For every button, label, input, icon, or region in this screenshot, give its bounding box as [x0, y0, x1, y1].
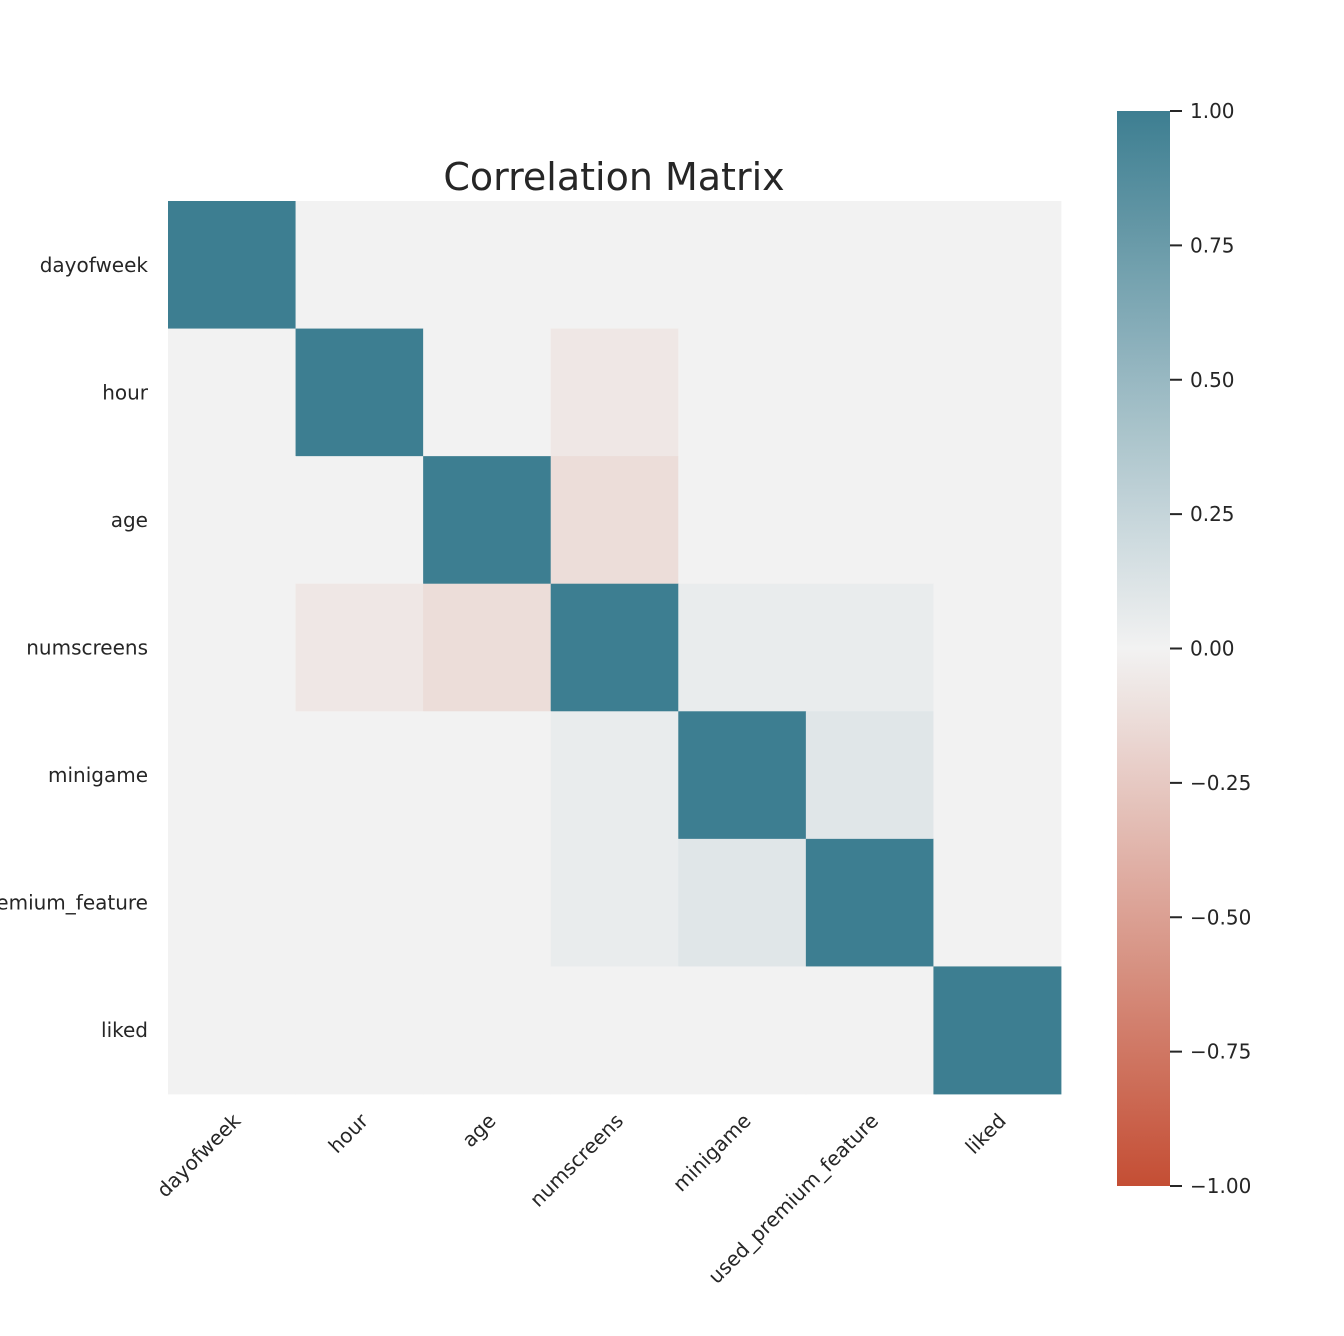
heatmap-cell-hour-hour	[295, 328, 424, 457]
heatmap-cell-liked-minigame	[678, 966, 807, 1095]
heatmap-cell-numscreens-hour	[295, 583, 424, 712]
heatmap-cell-numscreens-age	[423, 583, 552, 712]
heatmap-cell-hour-numscreens	[550, 328, 679, 457]
heatmap-cell-liked-numscreens	[550, 966, 679, 1095]
colorbar-tick-label: −0.50	[1190, 905, 1251, 929]
heatmap-cell-minigame-used_premium_feature	[805, 711, 934, 840]
heatmap-cell-minigame-minigame	[678, 711, 807, 840]
heatmap-cell-hour-minigame	[678, 328, 807, 457]
heatmap-cell-dayofweek-dayofweek	[168, 201, 296, 329]
chart-title: Correlation Matrix	[443, 155, 784, 199]
heatmap-cell-liked-dayofweek	[168, 966, 296, 1095]
colorbar-tick-label: −0.25	[1190, 771, 1251, 795]
heatmap-cell-hour-liked	[933, 328, 1062, 457]
heatmap-cell-dayofweek-numscreens	[550, 201, 679, 329]
heatmap-cell-used_premium_feature-age	[423, 838, 552, 967]
y-tick-label-used_premium_feature: used_premium_feature	[0, 891, 148, 915]
colorbar-tick-label: 0.75	[1190, 233, 1235, 257]
heatmap-cell-liked-hour	[295, 966, 424, 1095]
colorbar-gradient-bar	[1117, 111, 1170, 1186]
y-tick-label-age: age	[111, 508, 148, 532]
heatmap-cell-numscreens-minigame	[678, 583, 807, 712]
heatmap-cell-dayofweek-age	[423, 201, 552, 329]
colorbar-tick-label: 0.25	[1190, 502, 1235, 526]
heatmap-cell-age-liked	[933, 456, 1062, 585]
y-tick-label-minigame: minigame	[48, 763, 148, 787]
colorbar-tick-label: 0.00	[1190, 637, 1235, 661]
colorbar-tick-label: −1.00	[1190, 1174, 1251, 1198]
colorbar: 1.00 0.75 0.50 0.25 0.00 −0.25 −0.50 −0.75 −1.00	[1117, 99, 1251, 1198]
y-tick-label-numscreens: numscreens	[26, 636, 148, 660]
heatmap-cell-used_premium_feature-dayofweek	[168, 838, 296, 967]
heatmap-cell-minigame-dayofweek	[168, 711, 296, 840]
heatmap-cell-used_premium_feature-liked	[933, 838, 1062, 967]
colorbar-tick-label: 1.00	[1190, 99, 1235, 123]
heatmap-cell-age-minigame	[678, 456, 807, 585]
heatmap-cell-used_premium_feature-hour	[295, 838, 424, 967]
y-tick-label-hour: hour	[102, 380, 149, 404]
heatmap-cell-dayofweek-used_premium_feature	[805, 201, 934, 329]
heatmap-cell-dayofweek-liked	[933, 201, 1062, 329]
heatmap-cell-numscreens-liked	[933, 583, 1062, 712]
heatmap-cell-liked-used_premium_feature	[805, 966, 934, 1095]
heatmap-cell-dayofweek-minigame	[678, 201, 807, 329]
heatmap-cell-minigame-numscreens	[550, 711, 679, 840]
heatmap-cell-dayofweek-hour	[295, 201, 424, 329]
colorbar-tick-label: −0.75	[1190, 1040, 1251, 1064]
heatmap-cell-used_premium_feature-used_premium_feature	[805, 838, 934, 967]
heatmap-cell-used_premium_feature-minigame	[678, 838, 807, 967]
heatmap-cell-used_premium_feature-numscreens	[550, 838, 679, 967]
colorbar-tick-label: 0.50	[1190, 368, 1235, 392]
heatmap-cell-liked-liked	[933, 966, 1062, 1095]
heatmap-cell-age-dayofweek	[168, 456, 296, 585]
heatmap-cell-age-age	[423, 456, 552, 585]
heatmap-cell-minigame-hour	[295, 711, 424, 840]
heatmap-cell-minigame-liked	[933, 711, 1062, 840]
heatmap-cell-minigame-age	[423, 711, 552, 840]
y-tick-label-dayofweek: dayofweek	[40, 253, 149, 277]
heatmap-cell-age-used_premium_feature	[805, 456, 934, 585]
heatmap-cell-age-numscreens	[550, 456, 679, 585]
y-axis-labels: dayofweek hour age numscreens minigame used_p…	[0, 253, 149, 1042]
heatmap-cell-hour-dayofweek	[168, 328, 296, 457]
heatmap-cell-age-hour	[295, 456, 424, 585]
heatmap-cells	[168, 201, 1062, 1095]
heatmap-cell-liked-age	[423, 966, 552, 1095]
y-tick-label-liked: liked	[101, 1018, 148, 1042]
heatmap-cell-numscreens-used_premium_feature	[805, 583, 934, 712]
heatmap-cell-hour-used_premium_feature	[805, 328, 934, 457]
heatmap-cell-numscreens-dayofweek	[168, 583, 296, 712]
heatmap-cell-hour-age	[423, 328, 552, 457]
heatmap-cell-numscreens-numscreens	[550, 583, 679, 712]
